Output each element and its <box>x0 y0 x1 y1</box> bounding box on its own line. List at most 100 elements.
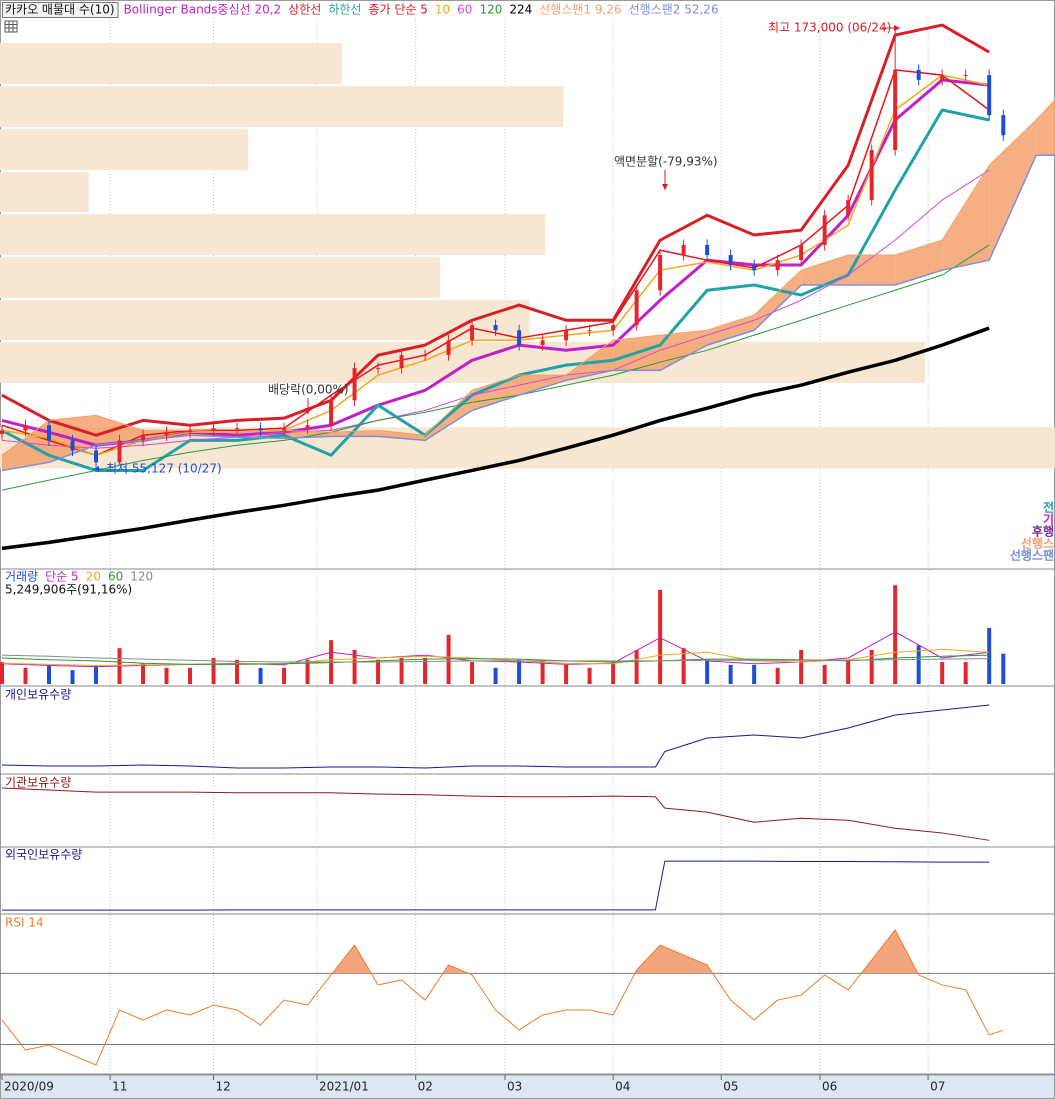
side-label: 전 <box>1043 500 1054 515</box>
candle-body <box>916 69 921 80</box>
volume-profile-bar <box>0 86 564 128</box>
side-label: 선행스 <box>1021 536 1054 551</box>
volume-bar <box>963 662 968 684</box>
volume-bar <box>775 667 780 684</box>
legend-label: 선행스팬2 52,26 <box>629 2 719 17</box>
x-tick-label: 07 <box>930 1080 945 1094</box>
panel-info: 5,249,906주(91,16%) <box>5 583 132 597</box>
volume-bar <box>822 664 827 684</box>
cloud-segment <box>942 165 990 271</box>
volume-ma-line <box>1 654 990 663</box>
x-tick-label: 04 <box>615 1080 630 1094</box>
legend-label: 120 <box>479 3 502 17</box>
legend-label: 하한선 <box>328 3 361 17</box>
volume-bar <box>258 667 263 684</box>
candle-body <box>611 325 616 331</box>
icon-box[interactable] <box>4 20 18 33</box>
panel-title: 개인보유수량 <box>5 688 71 702</box>
volume-bar <box>446 634 451 684</box>
candle-body <box>728 254 733 265</box>
candle-body <box>188 430 193 433</box>
side-label: 기 <box>1043 512 1054 527</box>
volume-bar <box>987 627 992 684</box>
side-label: 후행 <box>1032 524 1054 539</box>
candle-body <box>517 330 522 346</box>
candle-body <box>564 330 569 341</box>
volume-profile-bar <box>0 129 248 171</box>
volume-profile-bar <box>0 342 926 384</box>
annotation: 최저 55,127 (10/27) <box>106 462 222 476</box>
candle-body <box>846 200 851 216</box>
volume-bar <box>752 664 757 684</box>
candle-body <box>681 244 686 255</box>
arrow-head <box>894 25 900 31</box>
candle-body <box>164 432 169 436</box>
cloud-segment <box>989 119 1037 261</box>
volume-profile-bar <box>0 172 89 213</box>
volume-bar <box>188 667 193 684</box>
candle-body <box>540 340 545 346</box>
volume-bar <box>0 662 4 684</box>
candle-body <box>141 435 146 441</box>
cloud-segment <box>378 430 426 441</box>
volume-bar <box>517 659 522 684</box>
side-label: 선행스팬 <box>1010 548 1054 563</box>
candle-body <box>376 368 381 370</box>
line-series <box>2 860 990 911</box>
legend-label: 120 <box>130 570 153 584</box>
candle-body <box>305 425 310 429</box>
annotation: 배당락(0,00%) <box>268 383 349 397</box>
volume-bar <box>916 645 921 684</box>
candle-body <box>634 290 639 326</box>
volume-bar <box>282 667 287 684</box>
x-tick-label: 05 <box>723 1080 738 1094</box>
volume-bar <box>799 649 804 684</box>
arrow-head <box>93 466 99 472</box>
volume-bar <box>352 649 357 684</box>
volume-bar <box>587 667 592 684</box>
annotation: 액면분할(-79,93%) <box>614 155 718 169</box>
volume-bar <box>658 589 663 684</box>
candle-body <box>869 150 874 201</box>
cloud-segment <box>848 254 896 286</box>
candle-body <box>352 368 357 401</box>
volume-profile-bar <box>0 214 546 256</box>
candle-body <box>1001 115 1006 136</box>
volume-bar <box>634 649 639 684</box>
panel-title: 기관보유수량 <box>5 776 71 790</box>
volume-bar <box>493 667 498 684</box>
legend-label: 단순 5 <box>45 570 79 584</box>
cloud-segment <box>519 375 567 396</box>
volume-profile-bar <box>0 43 342 85</box>
volume-bar <box>470 662 475 684</box>
candle-body <box>70 440 75 451</box>
volume-ma-line <box>1 648 990 667</box>
overbought-area <box>2 929 1004 974</box>
icon-grid <box>5 21 17 32</box>
volume-bar <box>705 659 710 684</box>
legend-label: 10 <box>435 3 450 17</box>
candle-body <box>587 330 592 332</box>
toolbar-icon[interactable] <box>4 20 18 33</box>
candle-body <box>987 75 992 116</box>
candle-body <box>47 425 52 441</box>
volume-bar <box>540 659 545 684</box>
x-tick-label: 2021/01 <box>319 1080 369 1094</box>
candle-body <box>470 325 475 341</box>
cloud-segment <box>1036 99 1055 156</box>
candle-body <box>705 244 710 255</box>
annotation: 최고 173,000 (06/24) <box>768 21 891 35</box>
candle-body <box>329 400 334 426</box>
cloud-segment <box>801 254 849 286</box>
candle-body <box>94 450 99 463</box>
arrow-head <box>662 184 668 190</box>
volume-bar <box>376 659 381 684</box>
candle-body <box>446 340 451 356</box>
panel-title: 거래량 <box>5 570 38 584</box>
arrow-head <box>305 408 311 414</box>
x-tick-label: 02 <box>418 1080 433 1094</box>
volume-bar <box>940 662 945 684</box>
candle-body <box>258 428 263 431</box>
legend-label: 60 <box>108 570 123 584</box>
